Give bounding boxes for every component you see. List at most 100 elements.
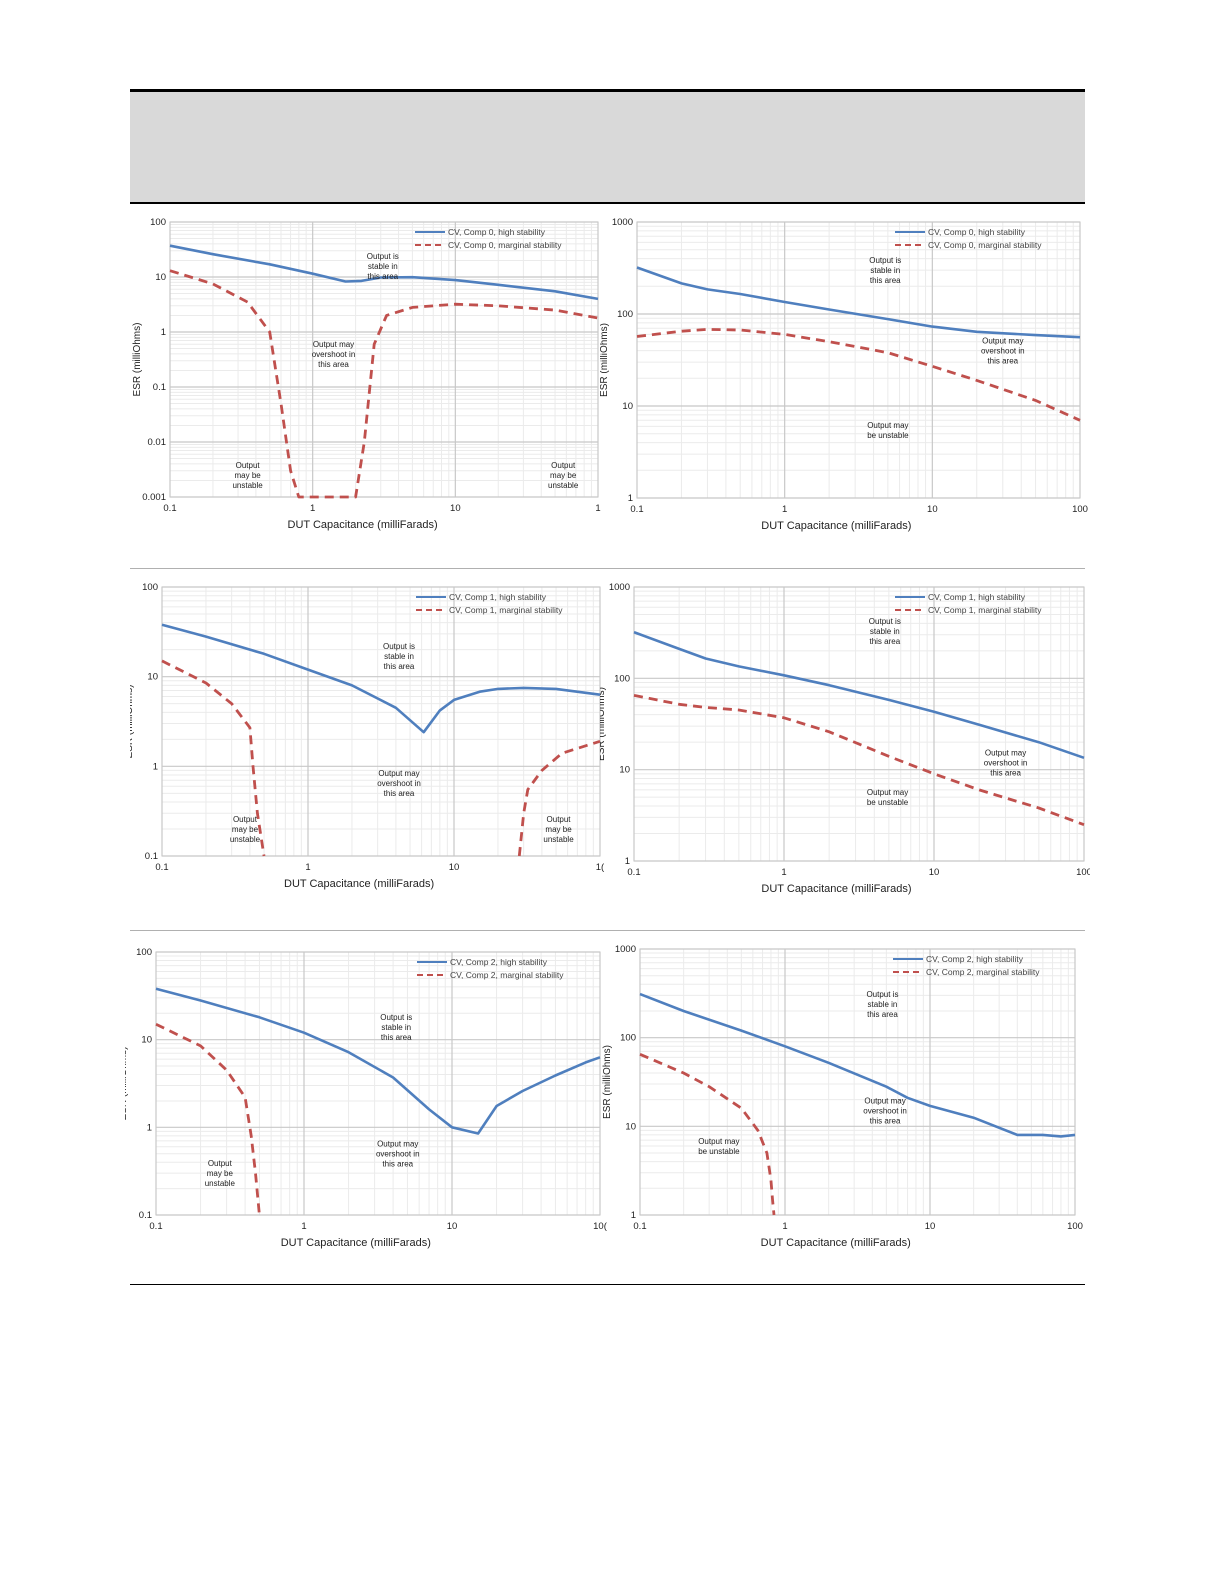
- x-tick-label: 10: [447, 1221, 458, 1232]
- legend-label: CV, Comp 1, high stability: [449, 592, 547, 602]
- marginal-stability-line: [633, 694, 1085, 827]
- x-axis-label: DUT Capacitance (milliFarads): [288, 519, 438, 531]
- y-tick-label: 1: [147, 1122, 152, 1133]
- y-axis-label: ESR (milliOhms): [600, 687, 607, 761]
- y-tick-label: 0.1: [139, 1210, 152, 1221]
- x-tick-label: 10: [929, 867, 940, 878]
- esr-chart-comp0-low: 0.1 1 10 1 0.001 0.01 0.1 1 10 100 DUT Capacitance…: [132, 217, 601, 531]
- region-annotation: Output may be unstable: [205, 1159, 236, 1188]
- x-tick-label: 0.1: [163, 503, 176, 514]
- plot-area: [636, 221, 1081, 499]
- legend-label: CV, Comp 2, marginal stability: [450, 970, 564, 980]
- high-stability-line: [155, 987, 601, 1135]
- esr-chart-comp2-low: 0.1 1 10 10(0.1 1 10 100 DUT Capacitance (milli…: [125, 947, 608, 1249]
- header-band-top: [130, 89, 1085, 139]
- chart-panel-comp2-low: 0.1 1 10 10(0.1 1 10 100 DUT Capacitance (milli…: [125, 940, 608, 1252]
- region-annotation: Output is stable in this area: [367, 252, 399, 281]
- y-tick-label: 10: [147, 672, 158, 683]
- legend-label: CV, Comp 0, marginal stability: [448, 240, 562, 250]
- x-tick-label: 1: [305, 862, 310, 873]
- y-tick-label: 1000: [615, 944, 636, 955]
- y-axis-label: ESR (milliOhms): [600, 323, 610, 397]
- y-tick-label: 10: [622, 401, 633, 412]
- region-annotation: Output is stable in this area: [869, 256, 901, 285]
- legend-label: CV, Comp 0, high stability: [928, 227, 1026, 237]
- y-tick-label: 10: [619, 765, 630, 776]
- region-annotation: Output may overshoot in this area: [981, 337, 1025, 366]
- plot-area: [633, 586, 1085, 862]
- region-annotation: Output may be unstable: [698, 1137, 740, 1156]
- x-tick-label: 10: [450, 503, 461, 514]
- y-tick-label: 1: [628, 493, 633, 504]
- x-tick-label: 0.1: [630, 504, 643, 515]
- legend-label: CV, Comp 0, high stability: [448, 227, 546, 237]
- y-tick-label: 100: [617, 309, 633, 320]
- region-annotation: Output is stable in this area: [380, 1013, 412, 1042]
- y-tick-label: 1000: [609, 582, 630, 593]
- high-stability-line: [169, 244, 599, 301]
- y-tick-label: 100: [142, 582, 158, 593]
- y-axis-label: ESR (milliOhms): [130, 685, 135, 759]
- region-annotation: Output may be unstable: [232, 461, 263, 490]
- y-tick-label: 0.001: [142, 492, 166, 503]
- chart-panel-comp0-low: 0.1 1 10 1 0.001 0.01 0.1 1 10 100 DUT Capacitance…: [130, 212, 608, 532]
- y-tick-label: 1: [625, 856, 630, 867]
- y-tick-label: 10: [141, 1035, 152, 1046]
- x-tick-label: 1: [310, 503, 315, 514]
- x-axis-label: DUT Capacitance (milliFarads): [761, 883, 911, 895]
- region-annotation: Output is stable in this area: [866, 990, 898, 1019]
- region-annotation: Output may overshoot in this area: [984, 748, 1028, 777]
- x-tick-label: 100: [1076, 867, 1090, 878]
- x-tick-label: 0.1: [633, 1221, 646, 1232]
- marginal-stability-line: [517, 739, 601, 857]
- legend-label: CV, Comp 2, marginal stability: [926, 967, 1040, 977]
- y-tick-label: 1: [161, 327, 166, 338]
- y-tick-label: 0.01: [148, 437, 167, 448]
- esr-chart-comp1-low: 0.1 1 10 1(0.1 1 10 100 DUT Capacitance (milliF…: [130, 582, 605, 890]
- high-stability-line: [636, 266, 1081, 339]
- legend-label: CV, Comp 1, marginal stability: [928, 605, 1042, 615]
- chart-panel-comp2-high: 0.1 1 10 100 1 10 100 1000 DUT Capacitance (mill…: [600, 940, 1090, 1252]
- legend-label: CV, Comp 1, marginal stability: [449, 605, 563, 615]
- x-tick-label: 1: [782, 504, 787, 515]
- x-tick-label: 1: [782, 1221, 787, 1232]
- x-tick-label: 1: [781, 867, 786, 878]
- plot-area: [639, 948, 1076, 1216]
- plot-area: [169, 221, 599, 498]
- region-annotation: Output may be unstable: [230, 815, 261, 844]
- high-stability-line: [161, 623, 601, 734]
- region-annotation: Output is stable in this area: [869, 617, 901, 646]
- region-annotation: Output may overshoot in this area: [863, 1097, 907, 1126]
- region-annotation: Output may be unstable: [867, 421, 909, 440]
- y-tick-label: 100: [136, 947, 152, 958]
- y-tick-label: 100: [620, 1033, 636, 1044]
- y-tick-label: 0.1: [153, 382, 166, 393]
- y-tick-label: 100: [614, 673, 630, 684]
- region-annotation: Output may overshoot in this area: [377, 769, 421, 798]
- region-annotation: Output may be unstable: [548, 461, 579, 490]
- high-stability-line: [633, 630, 1085, 760]
- y-tick-label: 1000: [612, 217, 633, 228]
- x-axis-label: DUT Capacitance (milliFarads): [761, 1237, 911, 1249]
- y-tick-label: 1: [631, 1210, 636, 1221]
- legend-label: CV, Comp 2, high stability: [926, 954, 1024, 964]
- region-annotation: Output may be unstable: [543, 815, 574, 844]
- marginal-stability-line: [161, 659, 266, 857]
- plot-area: [161, 586, 601, 857]
- y-tick-label: 10: [625, 1121, 636, 1132]
- y-tick-label: 100: [150, 217, 166, 228]
- marginal-stability-line: [169, 269, 599, 499]
- x-tick-label: 10: [449, 862, 460, 873]
- x-tick-label: 100: [1072, 504, 1088, 515]
- y-axis-label: ESR (milliOhms): [132, 323, 143, 397]
- region-annotation: Output may be unstable: [867, 788, 909, 807]
- x-axis-label: DUT Capacitance (milliFarads): [281, 1237, 431, 1249]
- region-annotation: Output may overshoot in this area: [312, 340, 356, 369]
- region-annotation: Output may overshoot in this area: [376, 1140, 420, 1169]
- x-tick-label: 1(: [596, 862, 605, 873]
- x-tick-label: 0.1: [627, 867, 640, 878]
- legend-label: CV, Comp 1, high stability: [928, 592, 1026, 602]
- x-tick-label: 0.1: [149, 1221, 162, 1232]
